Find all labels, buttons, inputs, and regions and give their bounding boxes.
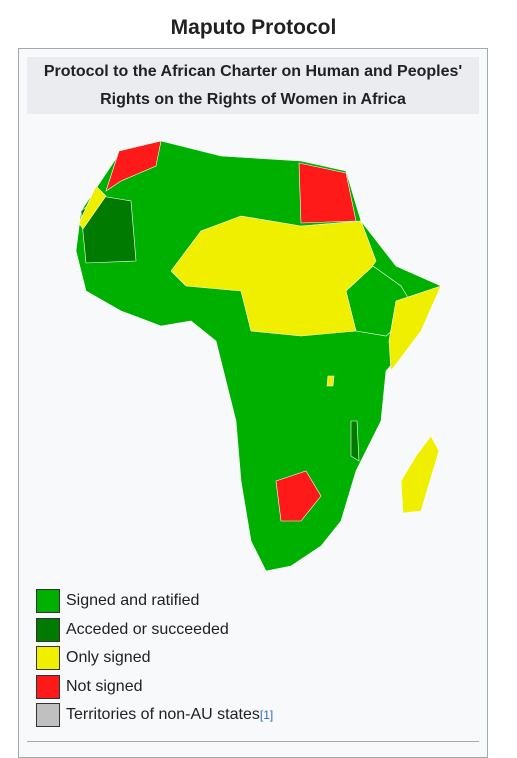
region — [326, 375, 335, 387]
region — [275, 470, 322, 522]
region — [298, 162, 357, 224]
divider — [27, 741, 479, 742]
legend: Signed and ratified Acceded or succeeded O… — [36, 587, 273, 730]
legend-label: Territories of non-AU states — [66, 706, 260, 724]
legend-swatch — [36, 674, 60, 699]
legend-swatch — [36, 703, 60, 728]
africa-map — [75, 140, 442, 572]
region — [388, 285, 442, 372]
legend-item: Signed and ratified — [36, 587, 273, 616]
legend-item: Not signed — [36, 673, 273, 702]
legend-label: Signed and ratified — [66, 592, 200, 610]
region — [350, 420, 360, 462]
legend-swatch — [36, 589, 60, 614]
map-caption: Protocol to the African Charter on Human… — [27, 57, 479, 114]
legend-label: Only signed — [66, 649, 151, 667]
infobox: Protocol to the African Charter on Human… — [18, 48, 488, 758]
legend-swatch — [36, 646, 60, 671]
region — [105, 140, 162, 192]
legend-item: Acceded or succeeded — [36, 616, 273, 645]
region — [78, 185, 107, 230]
infobox-title: Maputo Protocol — [170, 16, 337, 39]
legend-item: Only signed — [36, 644, 273, 673]
legend-item: Territories of non-AU states [1] — [36, 701, 273, 730]
legend-label: Not signed — [66, 677, 143, 695]
legend-label: Acceded or succeeded — [66, 620, 229, 638]
region — [400, 435, 440, 514]
legend-swatch — [36, 617, 60, 642]
footnote-ref[interactable]: [1] — [259, 708, 274, 723]
